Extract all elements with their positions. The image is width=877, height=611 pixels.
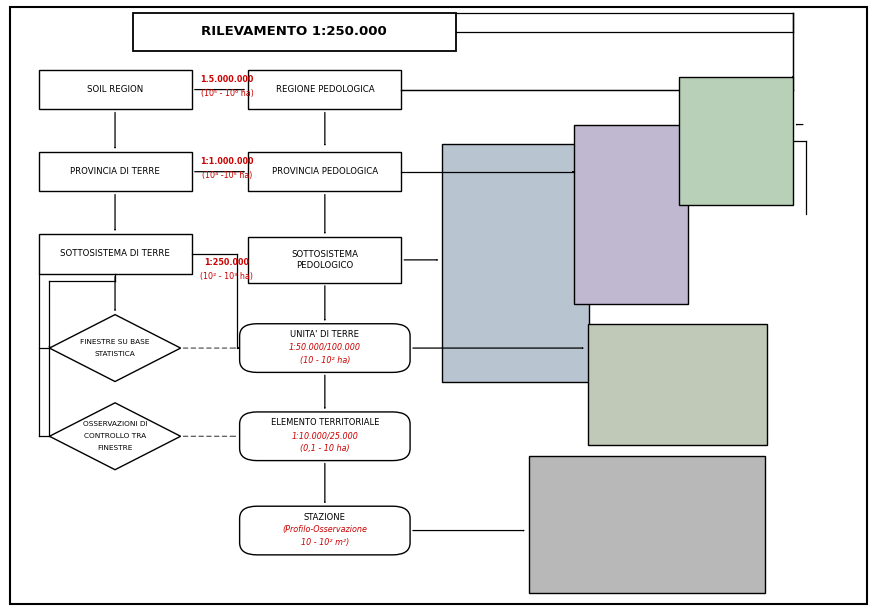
Text: (0,1 - 10 ha): (0,1 - 10 ha) bbox=[300, 444, 350, 453]
Text: (10 - 10² ha): (10 - 10² ha) bbox=[300, 356, 350, 365]
Text: ELEMENTO TERRITORIALE: ELEMENTO TERRITORIALE bbox=[271, 419, 379, 427]
Text: OSSERVAZIONI DI: OSSERVAZIONI DI bbox=[82, 421, 147, 427]
Text: (10² - 10³ ha): (10² - 10³ ha) bbox=[201, 272, 253, 281]
Bar bbox=[132, 13, 456, 51]
Text: 1:250.000: 1:250.000 bbox=[204, 258, 249, 267]
Text: 10 - 10² m²): 10 - 10² m²) bbox=[301, 538, 349, 547]
FancyBboxPatch shape bbox=[239, 506, 410, 555]
Text: (10⁵ - 10⁶ ha): (10⁵ - 10⁶ ha) bbox=[201, 89, 253, 98]
Text: 1:10.000/25.000: 1:10.000/25.000 bbox=[291, 431, 359, 440]
Text: PROVINCIA PEDOLOGICA: PROVINCIA PEDOLOGICA bbox=[272, 167, 378, 176]
Text: REGIONE PEDOLOGICA: REGIONE PEDOLOGICA bbox=[275, 85, 374, 94]
Text: 1.5.000.000: 1.5.000.000 bbox=[200, 75, 253, 84]
Text: PROVINCIA DI TERRE: PROVINCIA DI TERRE bbox=[70, 167, 160, 176]
Bar bbox=[442, 144, 588, 381]
Text: SOTTOSISTEMA
PEDOLOGICO: SOTTOSISTEMA PEDOLOGICO bbox=[291, 250, 359, 269]
Bar bbox=[39, 70, 191, 109]
Bar bbox=[39, 234, 191, 274]
Text: RILEVAMENTO 1:250.000: RILEVAMENTO 1:250.000 bbox=[202, 25, 387, 38]
Text: 1:1.000.000: 1:1.000.000 bbox=[200, 158, 253, 166]
Text: FINESTRE: FINESTRE bbox=[97, 445, 132, 452]
FancyBboxPatch shape bbox=[239, 324, 410, 372]
Bar bbox=[574, 125, 688, 304]
Bar bbox=[588, 324, 766, 445]
Bar bbox=[679, 78, 793, 205]
Bar bbox=[248, 237, 402, 283]
Text: STATISTICA: STATISTICA bbox=[95, 351, 135, 357]
Text: (10⁴ -10⁵ ha): (10⁴ -10⁵ ha) bbox=[202, 172, 252, 180]
Text: SOTTOSISTEMA DI TERRE: SOTTOSISTEMA DI TERRE bbox=[61, 249, 170, 258]
Text: 1:50.000/100.000: 1:50.000/100.000 bbox=[289, 343, 360, 352]
Bar bbox=[529, 456, 765, 593]
Text: (Profilo-Osservazione: (Profilo-Osservazione bbox=[282, 525, 367, 535]
Polygon shape bbox=[49, 315, 181, 381]
Text: UNITA' DI TERRE: UNITA' DI TERRE bbox=[290, 330, 360, 339]
Polygon shape bbox=[49, 403, 181, 470]
Bar bbox=[39, 152, 191, 191]
Text: SOIL REGION: SOIL REGION bbox=[87, 85, 143, 94]
Bar bbox=[248, 70, 402, 109]
Bar bbox=[248, 152, 402, 191]
Text: CONTROLLO TRA: CONTROLLO TRA bbox=[84, 433, 146, 439]
Text: STAZIONE: STAZIONE bbox=[304, 513, 346, 522]
FancyBboxPatch shape bbox=[239, 412, 410, 461]
Text: FINESTRE SU BASE: FINESTRE SU BASE bbox=[81, 339, 150, 345]
